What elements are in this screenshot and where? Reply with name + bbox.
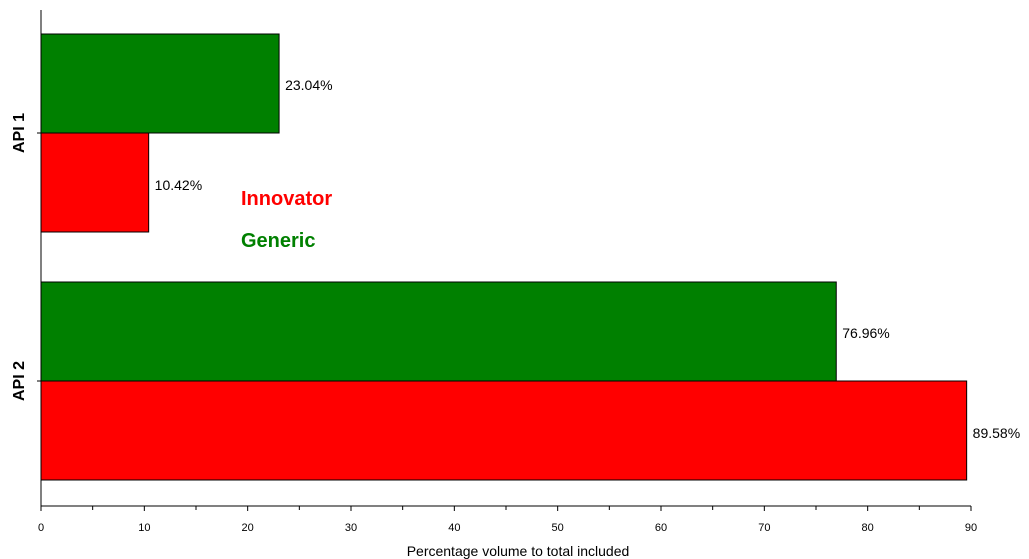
x-tick-label-60: 60 <box>655 522 667 534</box>
x-tick-label-80: 80 <box>862 522 874 534</box>
x-tick-label-0: 0 <box>38 522 44 534</box>
x-tick-label-10: 10 <box>138 522 150 534</box>
labels-layer: API 1 10.42% 23.04% API 2 89.58% 76.96% 0 10 20 3… <box>11 77 1020 534</box>
value-label-generic-api-2: 76.96% <box>842 325 889 341</box>
ticks-layer <box>37 132 972 511</box>
bars-layer <box>40 33 968 481</box>
x-tick-label-30: 30 <box>345 522 357 534</box>
bar-innovator-api-1 <box>40 132 150 233</box>
x-tick-label-50: 50 <box>552 522 564 534</box>
legend-label-innovator: Innovator <box>241 188 332 210</box>
legend-label-generic: Generic <box>241 230 315 252</box>
category-label-api-2: API 2 <box>11 361 28 401</box>
category-label-api-1: API 1 <box>11 113 28 153</box>
x-tick-label-40: 40 <box>448 522 460 534</box>
x-tick-label-20: 20 <box>242 522 254 534</box>
bar-generic-api-2 <box>40 281 837 382</box>
bar-innovator-api-2 <box>40 380 968 481</box>
bar-generic-api-1 <box>40 33 280 134</box>
value-label-innovator-api-2: 89.58% <box>973 425 1020 441</box>
x-axis-title: Percentage volume to total included <box>407 543 630 559</box>
legend: Innovator Generic <box>241 188 332 252</box>
x-tick-label-90: 90 <box>965 522 977 534</box>
value-label-innovator-api-1: 10.42% <box>155 177 202 193</box>
x-tick-label-70: 70 <box>758 522 770 534</box>
value-label-generic-api-1: 23.04% <box>285 77 332 93</box>
